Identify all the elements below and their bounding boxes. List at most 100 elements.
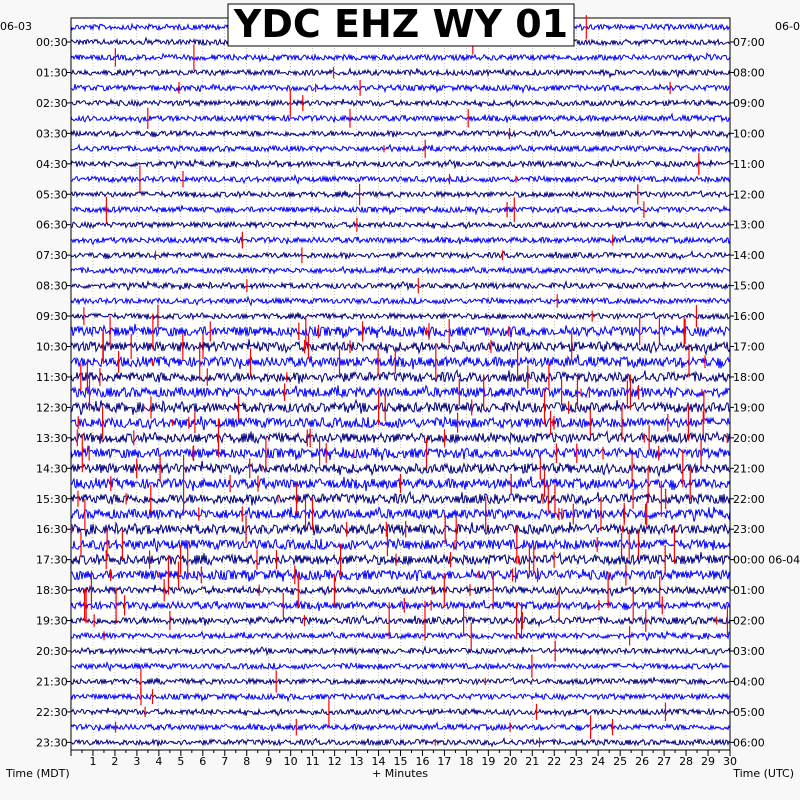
- right-tick-label: 19:00: [733, 401, 765, 414]
- x-tick-label: 26: [635, 755, 649, 768]
- right-tick-label: 05:00: [733, 706, 765, 719]
- left-tick-label: 18:30: [36, 584, 68, 597]
- trace-line: [70, 158, 731, 170]
- right-tick-label: 11:00: [733, 158, 765, 171]
- right-tick-label: 14:00: [733, 249, 765, 262]
- x-tick-label: 1: [89, 755, 96, 768]
- x-tick-label: 30: [723, 755, 737, 768]
- x-tick-label: 24: [591, 755, 605, 768]
- right-tick-label: 22:00: [733, 493, 765, 506]
- trace-line: [70, 691, 731, 703]
- x-tick-label: 2: [111, 755, 118, 768]
- left-tick-label: 05:30: [36, 188, 68, 201]
- trace-line: [70, 323, 731, 339]
- x-tick-label: 18: [459, 755, 473, 768]
- trace-line: [70, 249, 731, 261]
- event-spikes: [71, 14, 729, 748]
- trace-line: [70, 630, 731, 642]
- left-time-axis: 00:30 01:30 02:30 03:30 04:30 05:30 06:30 07:30…: [36, 36, 71, 749]
- x-tick-label: 16: [415, 755, 429, 768]
- right-tick-label: 09:00: [733, 97, 765, 110]
- left-tick-label: 13:30: [36, 432, 68, 445]
- trace-line: [70, 112, 731, 124]
- x-tick-label: 3: [133, 755, 140, 768]
- x-tick-label: 4: [155, 755, 162, 768]
- trace-line: [70, 204, 731, 216]
- right-tick-label: 02:00: [733, 615, 765, 628]
- left-tick-label: 17:30: [36, 554, 68, 567]
- left-tick-label: 19:30: [36, 615, 68, 628]
- x-tick-label: 17: [437, 755, 451, 768]
- x-axis-label: + Minutes: [372, 767, 428, 780]
- trace-line: [70, 584, 731, 598]
- left-tick-label: 09:30: [36, 310, 68, 323]
- x-tick-label: 9: [265, 755, 272, 768]
- x-tick-label: 14: [372, 755, 386, 768]
- left-tick-label: 14:30: [36, 462, 68, 475]
- x-tick-label: 8: [243, 755, 250, 768]
- trace-line: [70, 568, 731, 583]
- left-tick-label: 21:30: [36, 675, 68, 688]
- trace-line: [70, 97, 731, 108]
- right-tick-label: 13:00: [733, 219, 765, 232]
- left-tick-label: 01:30: [36, 66, 68, 79]
- trace-line: [70, 520, 731, 537]
- right-tick-label: 23:00: [733, 523, 765, 536]
- trace-line: [70, 51, 731, 63]
- left-axis-label: Time (MDT): [5, 767, 70, 780]
- trace-line: [70, 645, 731, 657]
- minutes-axis: 1 2 3 4 5 6 7 8 9 10 11 12 13 14 15 16 17 18 19 20 21 22 23 24 2…: [70, 750, 737, 768]
- trace-line: [70, 189, 731, 199]
- x-tick-label: 12: [328, 755, 342, 768]
- date-right-label: 06-0: [775, 20, 800, 33]
- left-tick-label: 02:30: [36, 97, 68, 110]
- left-tick-label: 22:30: [36, 706, 68, 719]
- trace-line: [70, 398, 731, 416]
- x-tick-label: 5: [177, 755, 184, 768]
- right-tick-label: 20:00: [733, 432, 765, 445]
- x-tick-label: 10: [284, 755, 298, 768]
- trace-line: [70, 67, 731, 79]
- x-tick-label: 11: [306, 755, 320, 768]
- date-left-label: 06-03: [0, 20, 32, 33]
- trace-line: [70, 429, 731, 445]
- trace-line: [70, 339, 731, 357]
- trace-line: [70, 384, 730, 399]
- trace-line: [70, 279, 731, 292]
- left-tick-label: 10:30: [36, 341, 68, 354]
- right-tick-label: 03:00: [733, 645, 765, 658]
- trace-line: [70, 415, 731, 431]
- trace-line: [70, 265, 731, 275]
- right-tick-label: 04:00: [733, 675, 765, 688]
- title-box: [227, 3, 575, 47]
- trace-line: [70, 368, 731, 384]
- left-tick-label: 15:30: [36, 493, 68, 506]
- x-tick-label: 29: [701, 755, 715, 768]
- trace-line: [70, 736, 731, 748]
- right-tick-label: 12:00: [733, 188, 765, 201]
- left-tick-label: 00:30: [36, 36, 68, 49]
- left-tick-label: 03:30: [36, 127, 68, 140]
- left-tick-label: 12:30: [36, 401, 68, 414]
- x-tick-label: 28: [679, 755, 693, 768]
- trace-line: [70, 311, 731, 321]
- trace-line: [70, 660, 731, 672]
- left-tick-label: 07:30: [36, 249, 68, 262]
- trace-line: [70, 506, 731, 522]
- left-tick-label: 06:30: [36, 219, 68, 232]
- x-tick-label: 15: [394, 755, 408, 768]
- chart-title: YDC EHZ WY 01: [233, 2, 568, 46]
- trace-line: [70, 599, 731, 611]
- trace-line: [70, 707, 731, 718]
- x-tick-label: 6: [199, 755, 206, 768]
- right-tick-label: 08:00: [733, 66, 765, 79]
- right-tick-label: 16:00: [733, 310, 765, 323]
- right-tick-label: 07:00: [733, 36, 765, 49]
- x-tick-label: 19: [481, 755, 495, 768]
- right-axis-label: Time (UTC): [732, 767, 794, 780]
- trace-line: [70, 721, 731, 732]
- left-tick-label: 16:30: [36, 523, 68, 536]
- trace-line: [70, 490, 731, 506]
- trace-line: [70, 295, 731, 307]
